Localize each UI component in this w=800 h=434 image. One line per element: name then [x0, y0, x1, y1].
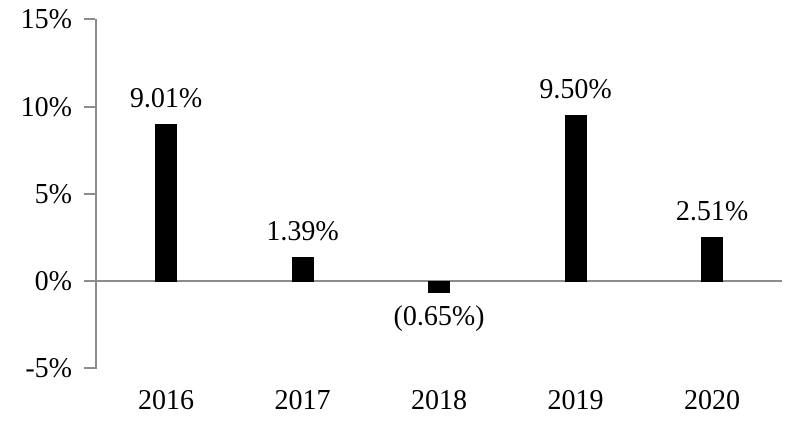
bar-value-label: 2.51% [675, 196, 749, 228]
x-category-label: 2020 [684, 385, 740, 416]
y-tick-mark [84, 192, 95, 195]
x-category-label: 2017 [274, 385, 331, 416]
bar [564, 115, 587, 282]
y-tick-label: 15% [20, 4, 72, 36]
bar-value-label: 9.01% [129, 82, 203, 114]
bar [428, 281, 450, 294]
y-axis-line [95, 19, 97, 369]
bar [701, 237, 723, 282]
x-category-label: 2019 [547, 385, 604, 416]
bar [155, 123, 177, 282]
x-category-label: 2018 [411, 385, 467, 416]
y-tick-label: 10% [20, 91, 72, 123]
bar-value-label: 9.50% [539, 74, 612, 106]
x-category-label: 2016 [138, 385, 194, 416]
y-tick-mark [84, 280, 95, 282]
y-tick-label: 0% [34, 266, 72, 297]
bar-value-label: 1.39% [266, 215, 339, 247]
y-tick-label: 5% [34, 178, 72, 210]
bar-value-label: (0.65%) [393, 301, 485, 333]
y-tick-mark [84, 105, 95, 108]
y-tick-mark [84, 367, 95, 370]
y-tick-mark [84, 18, 95, 21]
bar [291, 256, 314, 282]
y-tick-label: -5% [25, 353, 72, 385]
